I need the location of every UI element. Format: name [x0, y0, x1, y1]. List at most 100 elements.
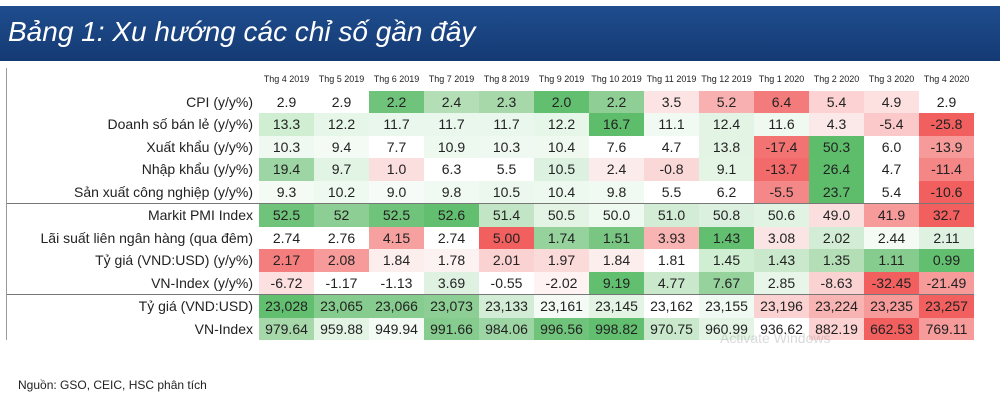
column-header: Thg 1 2020 [758, 74, 805, 85]
table-cell: 50.3 [809, 135, 864, 158]
table-cell: 10.4 [534, 180, 589, 204]
column-header: Thg 5 2019 [318, 74, 365, 85]
table-cell: -5.5 [754, 180, 809, 204]
row-label: Lãi suất liên ngân hàng (qua đêm) [6, 226, 259, 249]
column-header: Thg 11 2019 [646, 74, 697, 85]
table-cell: 51.4 [479, 203, 534, 227]
header-label-spacer [6, 68, 259, 91]
table-cell: 7.7 [369, 135, 424, 158]
table-cell: 3.93 [644, 226, 699, 249]
table-cell: 2.9 [919, 90, 974, 113]
table-cell: 12.2 [534, 113, 589, 136]
table-cell: 23,155 [699, 294, 754, 318]
table-cell: 1.81 [644, 249, 699, 272]
column-header: Thg 6 2019 [373, 74, 420, 85]
table-cell: 1.51 [589, 226, 644, 249]
table-cell: -1.17 [314, 271, 369, 295]
row-label: CPI (y/y%) [6, 90, 259, 113]
table-cell: 1.78 [424, 249, 479, 272]
table-cell: 0.99 [919, 249, 974, 272]
table-cell: 5.00 [479, 226, 534, 249]
table-cell: 10.3 [479, 135, 534, 158]
table-cell: 23,028 [259, 294, 314, 318]
title-bar: Bảng 1: Xu hướng các chỉ số gần đây [0, 6, 1000, 61]
table-cell: 1.43 [754, 249, 809, 272]
table-cell: 2.85 [754, 271, 809, 295]
table-cell: 5.4 [809, 90, 864, 113]
row-label: Xuất khẩu (y/y%) [6, 135, 259, 158]
table-cell: 12.2 [314, 113, 369, 136]
table-cell: 2.9 [314, 90, 369, 113]
table-cell: 3.69 [424, 271, 479, 295]
table-cell: 998.82 [589, 317, 644, 340]
table-cell: 979.64 [259, 317, 314, 340]
table-cell: 51.0 [644, 203, 699, 227]
column-header: Thg 4 2019 [263, 74, 310, 85]
table-cell: 9.8 [589, 180, 644, 204]
table-cell: -17.4 [754, 135, 809, 158]
table-cell: 882.19 [809, 317, 864, 340]
table-cell: 23,196 [754, 294, 809, 318]
table-cell: -11.4 [919, 158, 974, 181]
table-cell: 23,257 [919, 294, 974, 318]
table-cell: 52 [314, 203, 369, 227]
table-cell: 41.9 [864, 203, 919, 227]
table-cell: 7.6 [589, 135, 644, 158]
table-cell: -0.8 [644, 158, 699, 181]
table-cell: 2.2 [369, 90, 424, 113]
table-cell: 960.99 [699, 317, 754, 340]
table-row: CPI (y/y%) 2.9 2.9 2.2 2.4 2.3 2.0 2.2 3.5 5.2 6.4… [6, 90, 974, 113]
table-cell: 5.5 [479, 158, 534, 181]
table-cell: -21.49 [919, 271, 974, 295]
table-cell: 10.3 [259, 135, 314, 158]
table-cell: 23,133 [479, 294, 534, 318]
source-note: Nguồn: GSO, CEIC, HSC phân tích [18, 378, 207, 392]
table-cell: 52.6 [424, 203, 479, 227]
table-cell: 3.5 [644, 90, 699, 113]
column-header: Thg 2 2020 [813, 74, 860, 85]
table-cell: 936.62 [754, 317, 809, 340]
table-cell: 9.8 [424, 180, 479, 204]
table-cell: 2.4 [424, 90, 479, 113]
table-cell: 50.8 [699, 203, 754, 227]
table-cell: 10.5 [479, 180, 534, 204]
table-cell: 2.74 [259, 226, 314, 249]
table-cell: 11.6 [754, 113, 809, 136]
table-row: Tỷ giá (VND:USD) 23,028 23,065 23,066 23,073… [6, 294, 974, 318]
table-cell: 11.7 [479, 113, 534, 136]
table-cell: 9.1 [699, 158, 754, 181]
table-cell: 991.66 [424, 317, 479, 340]
table-row: VN-Index (y/y%) -6.72 -1.17 -1.13 3.69 -0.55-… [6, 271, 974, 295]
table-cell: 1.45 [699, 249, 754, 272]
table-cell: 1.0 [369, 158, 424, 181]
table-cell: 50.5 [534, 203, 589, 227]
table-cell: 1.35 [809, 249, 864, 272]
table-cell: 1.74 [534, 226, 589, 249]
table-cell: 23,065 [314, 294, 369, 318]
table-cell: 662.53 [864, 317, 919, 340]
table-cell: -2.02 [534, 271, 589, 295]
table-cell: 9.0 [369, 180, 424, 204]
table-cell: 1.97 [534, 249, 589, 272]
table-cell: 2.9 [259, 90, 314, 113]
table-cell: 970.75 [644, 317, 699, 340]
table-cell: 984.06 [479, 317, 534, 340]
table-row: Sản xuất công nghiệp (y/y%) 9.3 10.2 9.0 9.8… [6, 180, 974, 204]
row-label: Doanh số bán lẻ (y/y%) [6, 113, 259, 136]
table-cell: 2.02 [809, 226, 864, 249]
row-label: Sản xuất công nghiệp (y/y%) [6, 180, 259, 204]
table-cell: 6.0 [864, 135, 919, 158]
table-row: Markit PMI Index 52.5 52 52.5 52.6 51.4 50.5 50… [6, 203, 974, 227]
table-cell: 7.67 [699, 271, 754, 295]
table-cell: 1.11 [864, 249, 919, 272]
table-cell: 4.7 [644, 135, 699, 158]
table-cell: 13.8 [699, 135, 754, 158]
table-cell: 5.4 [864, 180, 919, 204]
table-cell: 949.94 [369, 317, 424, 340]
table-cell: 19.4 [259, 158, 314, 181]
table-cell: 6.2 [699, 180, 754, 204]
table-cell: 6.3 [424, 158, 479, 181]
column-header: Thg 12 2019 [701, 74, 752, 85]
table-cell: 769.11 [919, 317, 974, 340]
table-cell: -13.7 [754, 158, 809, 181]
